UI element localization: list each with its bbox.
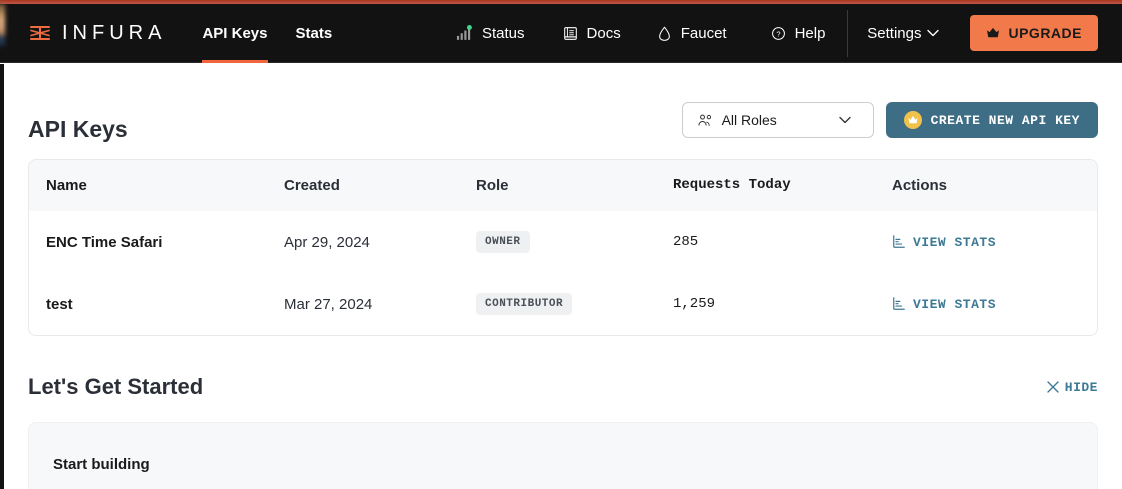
svg-text:?: ? xyxy=(776,29,780,38)
